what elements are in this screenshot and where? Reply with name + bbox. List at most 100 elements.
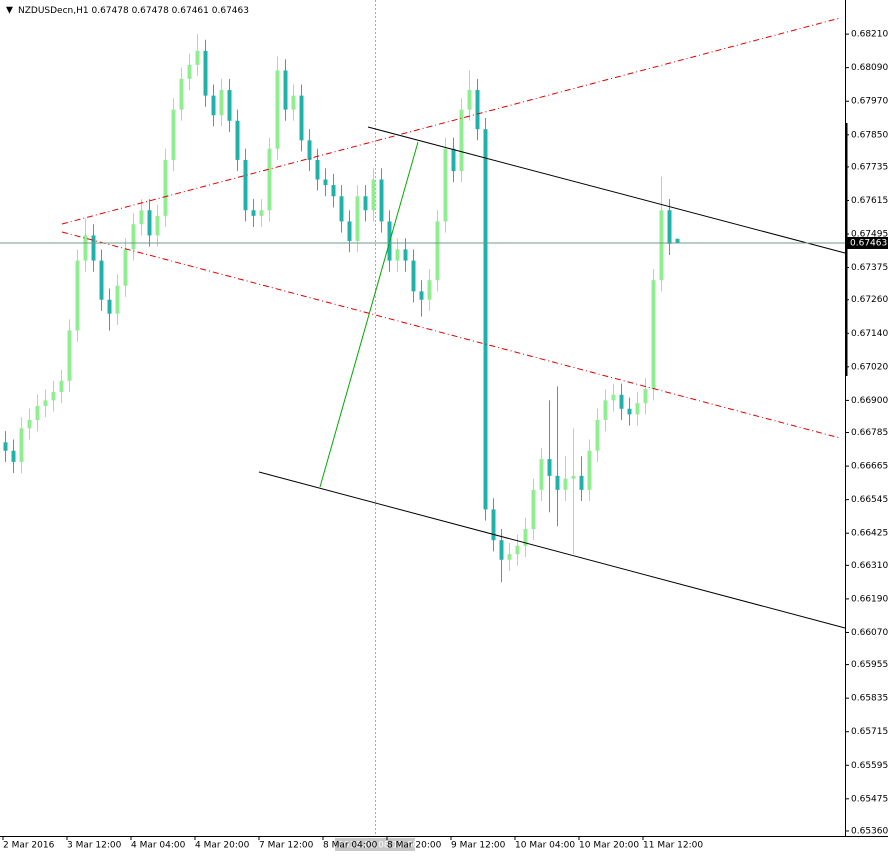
- candle-body: [323, 179, 328, 186]
- candle-body: [515, 545, 520, 555]
- candle-body: [355, 196, 360, 242]
- price-box: [846, 236, 888, 249]
- candle-body: [259, 210, 264, 216]
- candle-body: [211, 95, 216, 116]
- candle-body: [187, 64, 192, 79]
- candle-body: [531, 489, 536, 530]
- candle-body: [475, 90, 480, 130]
- candle-body: [411, 260, 416, 292]
- candle-body: [379, 179, 384, 222]
- crosshair-label: 2016.03.08 17:00: [338, 841, 419, 851]
- candle-body: [11, 450, 16, 462]
- ohlc-open: 0.67478: [91, 6, 128, 16]
- candle-body: [131, 224, 136, 250]
- candle-body: [547, 459, 552, 476]
- candle-body: [595, 419, 600, 451]
- candle-body: [451, 148, 456, 172]
- x-tick-label: 8 Mar 04:00: [323, 841, 378, 851]
- candle-body: [603, 400, 608, 420]
- candle-body: [331, 185, 336, 197]
- candle-body: [3, 442, 8, 451]
- y-tick-label: 0.66665: [851, 462, 888, 472]
- candle-body: [459, 109, 464, 172]
- candle-body: [59, 380, 64, 392]
- header: NZDUSDecn,H1 0.67478 0.67478 0.67461 0.6…: [18, 6, 249, 16]
- candle-body: [251, 210, 256, 216]
- x-tick-label: 4 Mar 04:00: [131, 841, 186, 851]
- candle-body: [339, 196, 344, 222]
- candle-body: [667, 210, 672, 244]
- header-icon: ▼: [6, 6, 13, 16]
- candle-body: [43, 400, 48, 406]
- candle-body: [491, 509, 496, 541]
- y-tick-label: 0.67260: [851, 295, 888, 305]
- candle-body: [307, 140, 312, 160]
- candle-body: [91, 235, 96, 261]
- candle-body: [275, 70, 280, 149]
- y-tick-label: 0.65715: [851, 727, 888, 737]
- ohlc-low: 0.67461: [172, 6, 209, 16]
- x-tick-label: 11 Mar 12:00: [643, 841, 703, 851]
- candles: [3, 34, 680, 583]
- candle-body: [163, 159, 168, 216]
- candle-body: [235, 120, 240, 160]
- candle-body: [619, 394, 624, 409]
- y-tick-label: 0.67970: [851, 97, 888, 107]
- trend-line: [61, 231, 841, 439]
- candle-body: [27, 419, 32, 429]
- candle-body: [651, 280, 656, 390]
- x-tick-label: 7 Mar 12:00: [259, 841, 314, 851]
- candle-body: [363, 196, 368, 211]
- candle-body: [299, 95, 304, 141]
- candle-body: [219, 90, 224, 116]
- y-tick-label: 0.68210: [851, 30, 888, 40]
- candle-body: [371, 179, 376, 211]
- ohlc-high: 0.67478: [132, 6, 169, 16]
- y-tick-label: 0.67735: [851, 162, 888, 172]
- y-tick-label: 0.66545: [851, 495, 888, 505]
- y-tick-label: 0.66785: [851, 428, 888, 438]
- x-tick-label: 8 Mar 20:00: [387, 841, 442, 851]
- candle-body: [267, 148, 272, 211]
- candle-body: [419, 291, 424, 300]
- candle-body: [563, 478, 568, 490]
- y-tick-label: 0.66425: [851, 529, 888, 539]
- y-tick-label: 0.67615: [851, 196, 888, 206]
- candle-body: [427, 280, 432, 300]
- y-tick-label: 0.67495: [851, 230, 888, 240]
- candle-body: [587, 450, 592, 490]
- y-tick-label: 0.67375: [851, 263, 888, 273]
- candle-body: [227, 90, 232, 121]
- x-tick-label: 4 Mar 20:00: [195, 841, 250, 851]
- candle-body: [75, 260, 80, 331]
- candle-body: [571, 475, 576, 479]
- candle-body: [579, 475, 584, 490]
- y-tick-label: 0.65835: [851, 694, 888, 704]
- x-tick-label: 2 Mar 2016: [3, 841, 55, 851]
- y-tick-label: 0.66900: [851, 396, 888, 406]
- ohlc-close: 0.67463: [212, 6, 249, 16]
- candle-body: [443, 148, 448, 222]
- candle-body: [83, 235, 88, 261]
- candle-body: [315, 159, 320, 180]
- candle-body: [115, 285, 120, 314]
- y-tick-label: 0.67850: [851, 130, 888, 140]
- candle-body: [195, 50, 200, 65]
- candle-body: [643, 389, 648, 404]
- candle-body: [347, 221, 352, 242]
- y-tick-label: 0.67020: [851, 362, 888, 372]
- y-tick-label: 0.67140: [851, 329, 888, 339]
- candle-body: [51, 391, 56, 401]
- candle-body: [435, 221, 440, 281]
- candle-body: [179, 78, 184, 110]
- candle-body: [107, 299, 112, 314]
- x-tick-label: 10 Mar 04:00: [515, 841, 575, 851]
- y-tick-label: 0.68090: [851, 63, 888, 73]
- candle-body: [611, 394, 616, 401]
- overlay: 0.67463 2016.03.08 17:00: [0, 236, 888, 851]
- price-label: 0.67463: [850, 238, 887, 248]
- candle-body: [467, 90, 472, 110]
- candle-body: [523, 529, 528, 546]
- x-tick-label: 10 Mar 20:00: [579, 841, 639, 851]
